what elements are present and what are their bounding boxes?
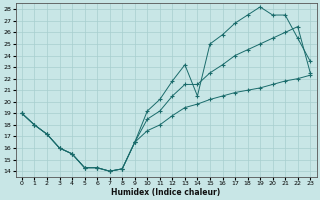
X-axis label: Humidex (Indice chaleur): Humidex (Indice chaleur) xyxy=(111,188,221,197)
